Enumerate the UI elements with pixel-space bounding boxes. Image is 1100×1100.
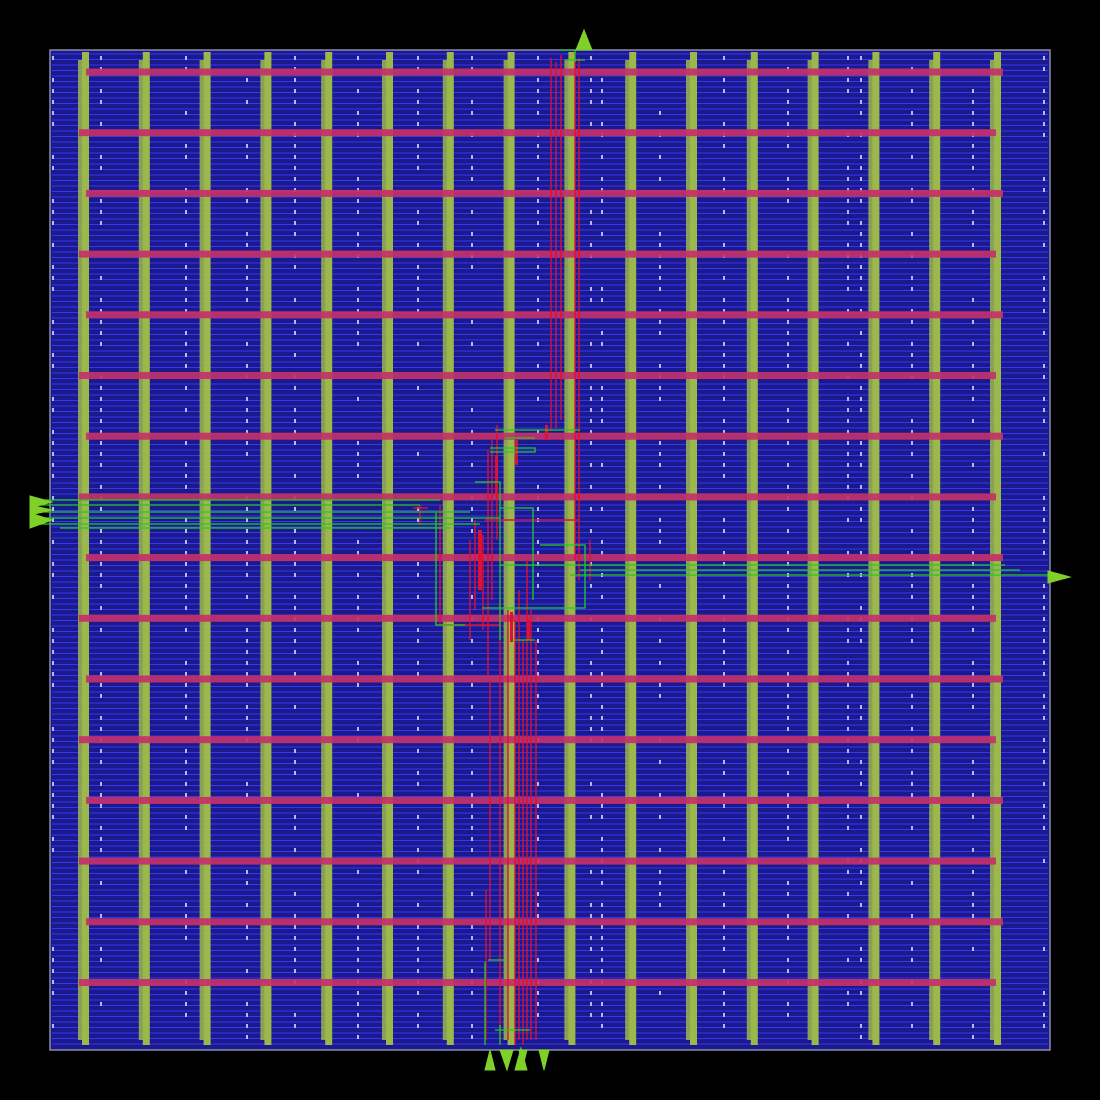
vertical-power-strap [446,52,454,1045]
horizontal-power-strap [79,857,996,865]
vertical-power-strap [690,52,697,1045]
vertical-power-strap-edge [199,60,205,1040]
vertical-power-strap [82,52,89,1045]
vertical-power-strap-edge [564,60,570,1040]
left-pin-1 [29,495,54,509]
bottom-pin-5 [538,1049,550,1071]
vertical-power-strap-edge [260,60,266,1040]
horizontal-power-strap [86,675,1003,683]
vertical-power-strap [325,52,333,1045]
vertical-power-strap-edge [321,60,327,1040]
horizontal-power-strap [86,796,1003,804]
vertical-power-strap-edge [625,60,631,1040]
horizontal-power-strap [79,614,996,622]
route-via-cluster [478,530,482,590]
horizontal-power-strap [79,979,996,986]
signal-routes-metal1 [40,49,1050,1045]
vertical-power-strap [203,52,211,1045]
vertical-power-strap [264,52,272,1045]
route-via-cluster [527,620,530,640]
top-pin [575,28,593,51]
horizontal-power-strap [79,372,996,379]
vertical-power-strap [872,52,880,1045]
vertical-power-strap-edge [503,60,509,1040]
bottom-pin-4 [518,1049,528,1067]
route-segment-m1 [500,507,534,600]
route-via-cluster [545,425,548,440]
right-pin [1047,570,1072,584]
horizontal-power-strap [79,250,996,258]
horizontal-power-strap [86,554,1003,562]
horizontal-power-strap [86,68,1003,76]
bottom-pin-1 [484,1049,496,1071]
vertical-power-strap-edge [868,60,874,1040]
die-boundary [49,49,1051,1051]
horizontal-power-strap [86,311,1003,319]
horizontal-power-strap [79,493,996,501]
vertical-power-strap [811,52,819,1045]
vertical-power-strap-edge [686,60,691,1040]
bottom-pin-2 [499,1049,514,1072]
route-via-cluster [495,455,498,495]
vertical-power-strap [933,52,941,1045]
vertical-power-strap [994,52,1001,1045]
vertical-power-straps [78,52,1001,1045]
route-segment-m1 [435,513,465,626]
vertical-power-strap [629,52,637,1045]
route-segment-m1 [482,544,586,609]
vertical-power-strap [507,52,515,1045]
horizontal-power-strap [86,189,1003,197]
die-area [49,49,1051,1051]
left-pin-2 [29,504,53,516]
route-segment-m1 [475,481,501,640]
vertical-power-strap [568,52,576,1045]
route-via-cluster [510,612,513,642]
vertical-power-strap-edge [442,60,448,1040]
left-pin-3 [29,512,54,529]
route-segment-m1 [490,447,536,453]
vertical-power-strap-edge [138,60,144,1040]
vertical-power-strap [750,52,758,1045]
io-pins [29,28,1072,1072]
horizontal-power-strap [86,432,1003,440]
vertical-power-strap [386,52,393,1045]
horizontal-power-strap [79,129,996,137]
vertical-power-strap-edge [990,60,995,1040]
vertical-power-strap-edge [382,60,387,1040]
vertical-power-strap-edge [807,60,813,1040]
horizontal-power-straps [79,68,1003,986]
horizontal-power-strap [79,736,996,744]
vertical-power-strap-edge [746,60,752,1040]
vertical-power-strap-edge [929,60,935,1040]
vertical-power-strap [142,52,150,1045]
horizontal-power-strap [86,918,1003,926]
vertical-power-strap-edge [78,60,83,1040]
route-segment-m1 [560,49,576,62]
